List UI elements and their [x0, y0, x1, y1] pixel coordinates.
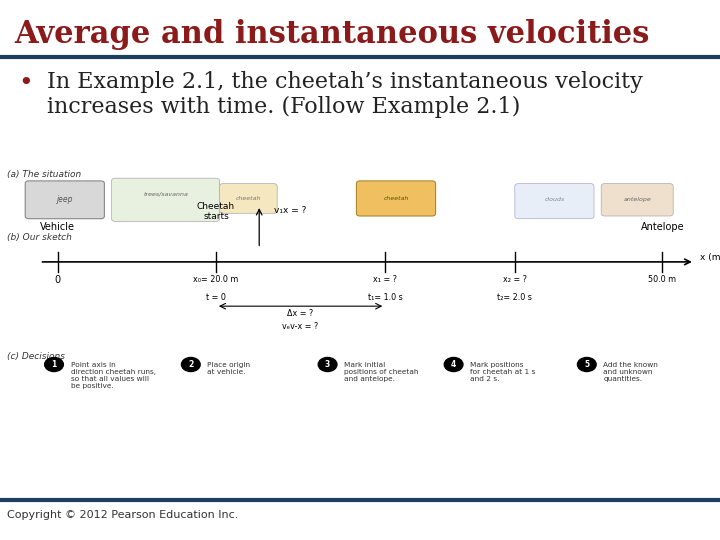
Text: 5: 5	[584, 360, 590, 369]
Text: cheetah: cheetah	[235, 196, 261, 201]
FancyBboxPatch shape	[220, 184, 277, 213]
Circle shape	[181, 357, 200, 372]
Text: Place origin
at vehicle.: Place origin at vehicle.	[207, 362, 251, 375]
Text: t₁= 1.0 s: t₁= 1.0 s	[368, 293, 402, 302]
Text: Add the known
and unknown
quantities.: Add the known and unknown quantities.	[603, 362, 658, 382]
Text: antelope: antelope	[624, 197, 651, 202]
Circle shape	[577, 357, 596, 372]
Text: (b) Our sketch: (b) Our sketch	[7, 233, 72, 242]
Text: Point axis in
direction cheetah runs,
so that all values will
be positive.: Point axis in direction cheetah runs, so…	[71, 362, 156, 389]
Text: t₂= 2.0 s: t₂= 2.0 s	[498, 293, 532, 302]
Text: Cheetah
starts: Cheetah starts	[197, 202, 235, 221]
Text: Copyright © 2012 Pearson Education Inc.: Copyright © 2012 Pearson Education Inc.	[7, 510, 238, 521]
Text: 1: 1	[51, 360, 57, 369]
Text: 2: 2	[188, 360, 194, 369]
Text: Mark positions
for cheetah at 1 s
and 2 s.: Mark positions for cheetah at 1 s and 2 …	[470, 362, 536, 382]
Text: In Example 2.1, the cheetah’s instantaneous velocity: In Example 2.1, the cheetah’s instantane…	[47, 71, 643, 93]
FancyBboxPatch shape	[25, 181, 104, 219]
Text: 4: 4	[451, 360, 456, 369]
FancyBboxPatch shape	[601, 184, 673, 216]
FancyBboxPatch shape	[112, 178, 220, 221]
Text: vₑv-x = ?: vₑv-x = ?	[282, 322, 319, 332]
Text: cheetah: cheetah	[383, 196, 409, 201]
Text: increases with time. (Follow Example 2.1): increases with time. (Follow Example 2.1…	[47, 96, 520, 118]
Text: x₂ = ?: x₂ = ?	[503, 275, 527, 285]
Text: x₀= 20.0 m: x₀= 20.0 m	[193, 275, 239, 285]
Text: (a) The situation: (a) The situation	[7, 170, 81, 179]
Text: Average and instantaneous velocities: Average and instantaneous velocities	[14, 19, 649, 50]
Text: jeep: jeep	[57, 195, 73, 204]
Text: Δx = ?: Δx = ?	[287, 309, 314, 318]
Circle shape	[444, 357, 463, 372]
Text: clouds: clouds	[544, 197, 564, 202]
Circle shape	[45, 357, 63, 372]
Text: Mark initial
positions of cheetah
and antelope.: Mark initial positions of cheetah and an…	[344, 362, 418, 382]
Text: 3: 3	[325, 360, 330, 369]
Text: t = 0: t = 0	[206, 293, 226, 302]
Circle shape	[318, 357, 337, 372]
Text: Antelope: Antelope	[641, 222, 684, 232]
Text: x₁ = ?: x₁ = ?	[373, 275, 397, 285]
Text: x (m): x (m)	[700, 253, 720, 262]
FancyBboxPatch shape	[356, 181, 436, 216]
FancyBboxPatch shape	[515, 184, 594, 219]
Text: v₁x = ?: v₁x = ?	[274, 206, 306, 215]
Text: 50.0 m: 50.0 m	[648, 275, 677, 285]
Text: Vehicle: Vehicle	[40, 222, 75, 232]
Text: 0: 0	[55, 275, 60, 286]
Text: •: •	[18, 71, 32, 95]
Text: (c) Decisions: (c) Decisions	[7, 352, 66, 361]
Text: trees/savanna: trees/savanna	[143, 192, 188, 197]
